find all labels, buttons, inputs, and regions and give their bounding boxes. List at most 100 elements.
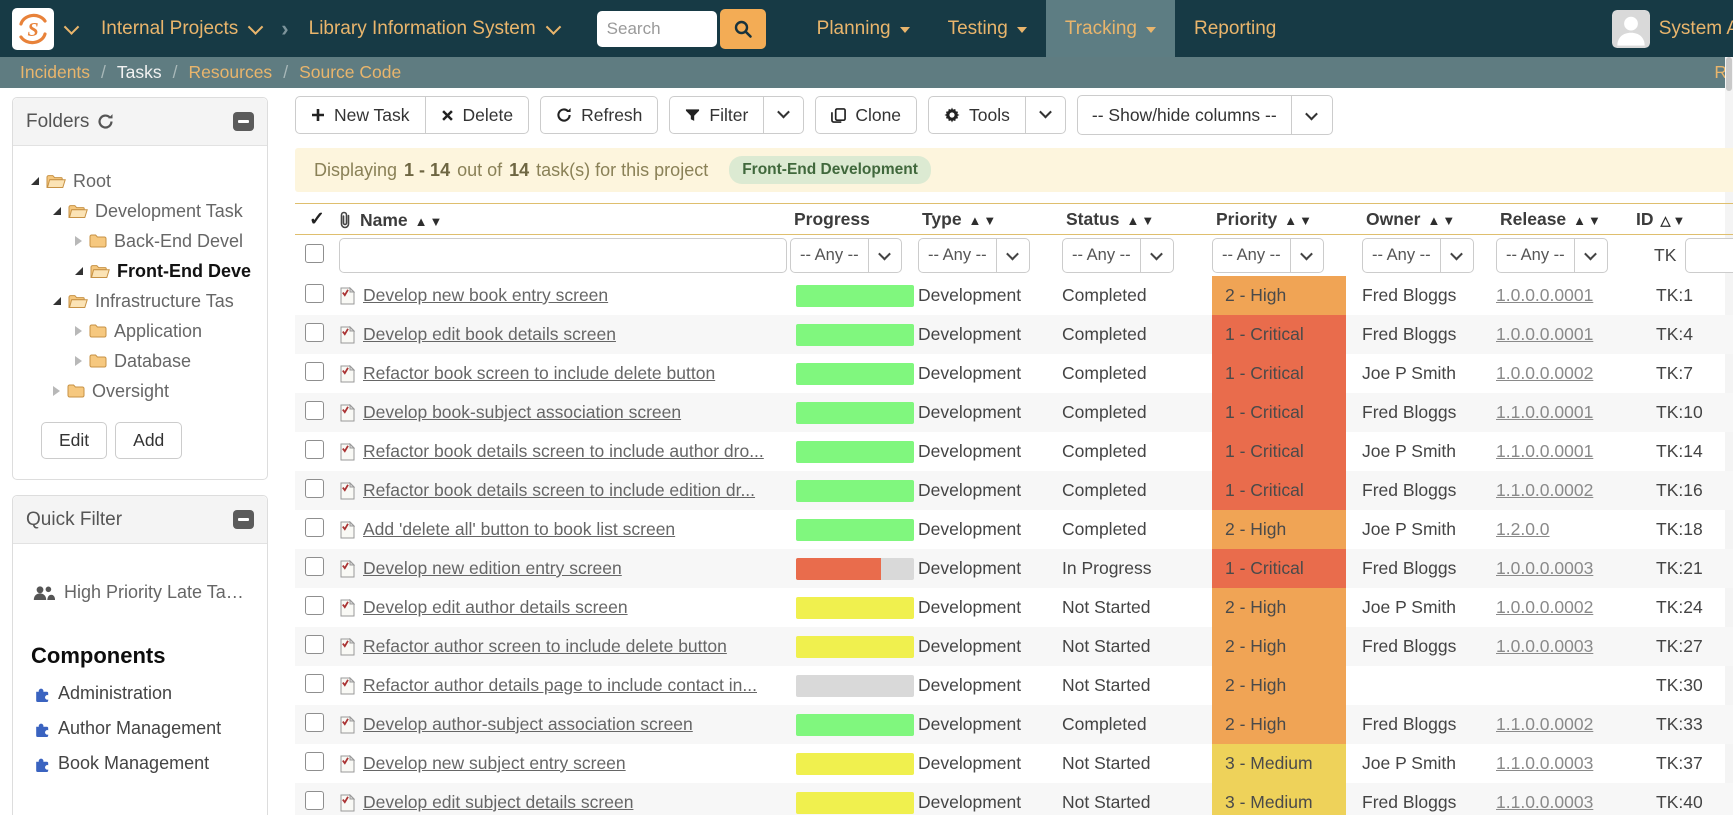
task-name-link[interactable]: Develop edit book details screen	[363, 324, 616, 344]
sort-descending-icon[interactable]: ▼	[1299, 212, 1315, 228]
sort-ascending-icon[interactable]: ▲	[414, 213, 430, 229]
row-checkbox[interactable]	[305, 790, 324, 810]
row-checkbox[interactable]	[305, 439, 324, 459]
caret-collapsed-icon[interactable]	[75, 326, 82, 336]
sort-descending-icon[interactable]: ▼	[983, 212, 999, 228]
task-name-link[interactable]: Refactor book screen to include delete b…	[363, 363, 716, 383]
folder-tree-item-back-end-devel[interactable]: Back-End Devel	[19, 226, 261, 256]
task-name-link[interactable]: Develop book-subject association screen	[363, 402, 682, 422]
type-filter-select[interactable]: -- Any --	[918, 238, 1030, 273]
search-input[interactable]	[596, 10, 717, 47]
column-header-release[interactable]: Release ▲▼	[1496, 203, 1632, 235]
id-filter-input[interactable]	[1685, 238, 1733, 273]
row-checkbox[interactable]	[305, 556, 324, 576]
task-name-link[interactable]: Refactor author details page to include …	[363, 675, 757, 695]
column-header-id[interactable]: ID △▼	[1632, 203, 1733, 235]
row-checkbox[interactable]	[305, 595, 324, 615]
project-dropdown[interactable]: Library Information System	[309, 18, 561, 40]
caret-collapsed-icon[interactable]	[75, 356, 82, 366]
folder-tree-item-infrastructure-tas[interactable]: Infrastructure Tas	[19, 286, 261, 316]
sort-ascending-icon[interactable]: ▲	[968, 212, 984, 228]
sort-descending-icon[interactable]: ▼	[1588, 212, 1603, 228]
release-link[interactable]: 1.1.0.0.0002	[1496, 480, 1594, 500]
saved-filter-link[interactable]: High Priority Late Ta…	[33, 582, 255, 603]
user-menu[interactable]: System A	[1611, 9, 1733, 48]
folder-tree-item-front-end-deve[interactable]: Front-End Deve	[19, 256, 261, 286]
release-link[interactable]: 1.0.0.0.0002	[1496, 597, 1594, 617]
caret-collapsed-icon[interactable]	[75, 236, 82, 246]
release-link[interactable]: 1.0.0.0.0003	[1496, 558, 1594, 578]
caret-expanded-icon[interactable]	[53, 207, 61, 215]
component-link-book-management[interactable]: Book Management	[33, 753, 255, 774]
breadcrumb-link-resources[interactable]: Resources	[188, 62, 273, 82]
breadcrumb-link-source-code[interactable]: Source Code	[299, 62, 402, 82]
tools-button[interactable]: Tools	[928, 96, 1026, 134]
sort-descending-icon[interactable]: ▼	[429, 213, 445, 229]
app-logo[interactable]: S	[12, 7, 54, 50]
progress-filter-select[interactable]: -- Any --	[790, 238, 902, 273]
caret-expanded-icon[interactable]	[31, 177, 39, 185]
release-link[interactable]: 1.0.0.0.0002	[1496, 363, 1594, 383]
release-link[interactable]: 1.1.0.0.0002	[1496, 714, 1594, 734]
tools-dropdown-button[interactable]	[1024, 96, 1066, 134]
sort-descending-icon[interactable]: ▼	[1672, 212, 1688, 228]
select-all-checkbox[interactable]	[305, 243, 324, 263]
row-checkbox[interactable]	[305, 634, 324, 654]
column-header-status[interactable]: Status ▲▼	[1062, 203, 1212, 235]
task-name-link[interactable]: Develop new edition entry screen	[363, 558, 622, 578]
collapse-folders-button[interactable]	[233, 112, 254, 131]
task-name-link[interactable]: Add 'delete all' button to book list scr…	[363, 519, 676, 539]
sort-ascending-icon[interactable]: ▲	[1126, 212, 1142, 228]
refresh-button[interactable]: Refresh	[540, 96, 659, 134]
release-link[interactable]: 1.1.0.0.0001	[1496, 402, 1594, 422]
task-name-link[interactable]: Develop edit author details screen	[363, 597, 628, 617]
task-name-link[interactable]: Develop edit subject details screen	[363, 792, 634, 812]
release-link[interactable]: 1.1.0.0.0001	[1496, 441, 1594, 461]
release-link[interactable]: 1.2.0.0	[1496, 519, 1550, 539]
folder-tree-item-development-task[interactable]: Development Task	[19, 196, 261, 226]
scrollbar-thumb[interactable]	[1726, 57, 1732, 91]
show-hide-columns-select[interactable]: -- Show/hide columns --	[1076, 95, 1333, 135]
component-link-administration[interactable]: Administration	[33, 683, 255, 704]
caret-collapsed-icon[interactable]	[53, 386, 60, 396]
sort-arrows[interactable]: △▼	[1661, 213, 1688, 228]
release-filter-select[interactable]: -- Any --	[1496, 238, 1608, 273]
row-checkbox[interactable]	[305, 361, 324, 381]
vertical-scrollbar[interactable]	[1725, 57, 1733, 815]
sort-ascending-icon[interactable]: △	[1660, 212, 1673, 228]
release-link[interactable]: 1.0.0.0.0003	[1496, 636, 1594, 656]
add-folder-button[interactable]: Add	[115, 422, 183, 459]
column-header-name[interactable]: Name ▲▼	[335, 203, 790, 235]
sort-arrows[interactable]: ▲▼	[1427, 213, 1457, 228]
collapse-quick-filter-button[interactable]	[233, 510, 254, 529]
folder-tree-item-database[interactable]: Database	[19, 346, 261, 376]
new-task-button[interactable]: New Task	[295, 96, 426, 134]
row-checkbox[interactable]	[305, 478, 324, 498]
sort-arrows[interactable]: ▲▼	[969, 213, 999, 228]
release-link[interactable]: 1.0.0.0.0001	[1496, 285, 1594, 305]
sort-descending-icon[interactable]: ▼	[1141, 212, 1157, 228]
task-name-link[interactable]: Refactor author screen to include delete…	[363, 636, 727, 656]
row-checkbox[interactable]	[305, 712, 324, 732]
release-link[interactable]: 1.1.0.0.0003	[1496, 792, 1594, 812]
filter-button[interactable]: Filter	[669, 96, 765, 134]
release-link[interactable]: 1.0.0.0.0001	[1496, 324, 1594, 344]
row-checkbox[interactable]	[305, 673, 324, 693]
row-checkbox[interactable]	[305, 400, 324, 420]
caret-expanded-icon[interactable]	[53, 297, 61, 305]
owner-filter-select[interactable]: -- Any --	[1362, 238, 1474, 273]
sort-ascending-icon[interactable]: ▲	[1427, 212, 1443, 228]
sort-arrows[interactable]: ▲▼	[1573, 213, 1603, 228]
task-name-link[interactable]: Develop new book entry screen	[363, 285, 609, 305]
folder-tree-item-application[interactable]: Application	[19, 316, 261, 346]
row-checkbox[interactable]	[305, 751, 324, 771]
task-name-link[interactable]: Develop author-subject association scree…	[363, 714, 693, 734]
status-filter-select[interactable]: -- Any --	[1062, 238, 1174, 273]
task-name-link[interactable]: Develop new subject entry screen	[363, 753, 626, 773]
priority-filter-select[interactable]: -- Any --	[1212, 238, 1324, 273]
column-header-owner[interactable]: Owner ▲▼	[1362, 203, 1496, 235]
nav-item-planning[interactable]: Planning	[798, 0, 929, 57]
chevron-down-icon[interactable]	[63, 19, 80, 35]
sort-descending-icon[interactable]: ▼	[1442, 212, 1458, 228]
breadcrumb-link-incidents[interactable]: Incidents	[20, 62, 91, 82]
